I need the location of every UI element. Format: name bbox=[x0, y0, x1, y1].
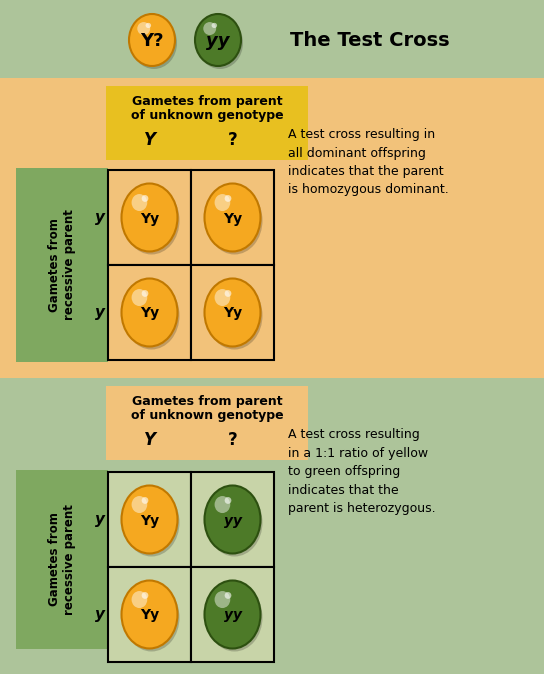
Text: of unknown genotype: of unknown genotype bbox=[131, 410, 283, 423]
Ellipse shape bbox=[146, 23, 151, 28]
Ellipse shape bbox=[225, 592, 231, 599]
Ellipse shape bbox=[132, 496, 147, 513]
FancyBboxPatch shape bbox=[16, 470, 108, 649]
Ellipse shape bbox=[141, 195, 149, 202]
Ellipse shape bbox=[121, 278, 177, 346]
Ellipse shape bbox=[225, 497, 231, 504]
Text: A test cross resulting in
all dominant offspring
indicates that the parent
is ho: A test cross resulting in all dominant o… bbox=[288, 128, 449, 197]
FancyBboxPatch shape bbox=[106, 86, 308, 160]
Text: y: y bbox=[95, 305, 105, 320]
Ellipse shape bbox=[205, 580, 261, 648]
Text: Yy: Yy bbox=[140, 307, 159, 321]
Ellipse shape bbox=[212, 23, 217, 28]
FancyBboxPatch shape bbox=[16, 168, 108, 362]
Ellipse shape bbox=[214, 591, 230, 608]
Text: ?: ? bbox=[227, 431, 237, 449]
Text: A test cross resulting
in a 1:1 ratio of yellow
to green offspring
indicates tha: A test cross resulting in a 1:1 ratio of… bbox=[288, 428, 436, 515]
Text: ?: ? bbox=[227, 131, 237, 149]
Ellipse shape bbox=[121, 485, 177, 553]
Ellipse shape bbox=[123, 489, 180, 557]
Text: yy: yy bbox=[224, 514, 242, 528]
Text: Yy: Yy bbox=[140, 514, 159, 528]
Ellipse shape bbox=[214, 194, 230, 211]
Ellipse shape bbox=[225, 195, 231, 202]
Text: Gametes from parent: Gametes from parent bbox=[132, 396, 282, 408]
Ellipse shape bbox=[132, 289, 147, 306]
Text: Gametes from parent: Gametes from parent bbox=[132, 96, 282, 109]
Ellipse shape bbox=[123, 282, 180, 350]
Ellipse shape bbox=[131, 17, 177, 69]
Text: Gametes from
recessive parent: Gametes from recessive parent bbox=[48, 504, 76, 615]
FancyBboxPatch shape bbox=[108, 472, 191, 567]
FancyBboxPatch shape bbox=[191, 170, 274, 265]
Ellipse shape bbox=[137, 22, 150, 35]
FancyBboxPatch shape bbox=[191, 567, 274, 662]
Text: Gametes from
recessive parent: Gametes from recessive parent bbox=[48, 210, 76, 320]
Ellipse shape bbox=[205, 485, 261, 553]
Ellipse shape bbox=[141, 592, 149, 599]
Text: of unknown genotype: of unknown genotype bbox=[131, 109, 283, 123]
FancyBboxPatch shape bbox=[108, 265, 191, 360]
Ellipse shape bbox=[197, 17, 243, 69]
Ellipse shape bbox=[121, 183, 177, 251]
Ellipse shape bbox=[207, 489, 263, 557]
Ellipse shape bbox=[121, 580, 177, 648]
Text: y: y bbox=[95, 512, 105, 527]
Ellipse shape bbox=[207, 187, 263, 255]
Text: Y: Y bbox=[144, 131, 156, 149]
Ellipse shape bbox=[214, 496, 230, 513]
Text: y: y bbox=[95, 607, 105, 622]
FancyBboxPatch shape bbox=[191, 265, 274, 360]
Ellipse shape bbox=[141, 290, 149, 297]
Text: Yy: Yy bbox=[223, 212, 242, 226]
FancyBboxPatch shape bbox=[0, 78, 544, 378]
Ellipse shape bbox=[214, 289, 230, 306]
Text: Yy: Yy bbox=[140, 212, 159, 226]
FancyBboxPatch shape bbox=[106, 386, 308, 460]
Ellipse shape bbox=[205, 183, 261, 251]
Ellipse shape bbox=[205, 278, 261, 346]
Text: yy: yy bbox=[224, 609, 242, 623]
Text: Y?: Y? bbox=[140, 32, 164, 50]
Text: yy: yy bbox=[206, 32, 230, 50]
FancyBboxPatch shape bbox=[108, 170, 191, 265]
Ellipse shape bbox=[195, 14, 241, 66]
Ellipse shape bbox=[129, 14, 175, 66]
Ellipse shape bbox=[207, 584, 263, 652]
FancyBboxPatch shape bbox=[0, 378, 544, 674]
Ellipse shape bbox=[123, 187, 180, 255]
FancyBboxPatch shape bbox=[0, 0, 544, 78]
Text: Yy: Yy bbox=[223, 307, 242, 321]
Ellipse shape bbox=[207, 282, 263, 350]
Ellipse shape bbox=[132, 591, 147, 608]
Ellipse shape bbox=[141, 497, 149, 504]
FancyBboxPatch shape bbox=[108, 567, 191, 662]
Ellipse shape bbox=[132, 194, 147, 211]
Text: Yy: Yy bbox=[140, 609, 159, 623]
FancyBboxPatch shape bbox=[191, 472, 274, 567]
Text: The Test Cross: The Test Cross bbox=[290, 30, 450, 49]
Text: y: y bbox=[95, 210, 105, 225]
Text: Y: Y bbox=[144, 431, 156, 449]
Ellipse shape bbox=[225, 290, 231, 297]
Ellipse shape bbox=[123, 584, 180, 652]
Ellipse shape bbox=[203, 22, 216, 35]
